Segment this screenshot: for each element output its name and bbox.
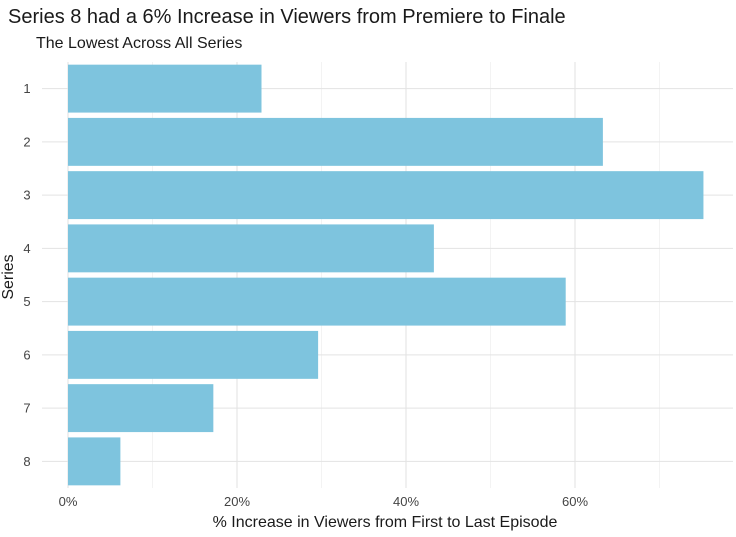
bar-series-8: [68, 437, 121, 486]
bar-series-6: [68, 330, 319, 379]
bar-series-7: [68, 384, 214, 433]
bar-series-5: [68, 277, 566, 326]
bars: [68, 64, 704, 486]
bar-series-1: [68, 64, 262, 113]
y-tick-label: 6: [23, 347, 30, 362]
y-tick-label: 4: [23, 241, 30, 256]
y-axis-title: Series: [0, 254, 17, 299]
bar-series-4: [68, 224, 434, 273]
y-tick-label: 3: [23, 188, 30, 203]
x-tick-label: 60%: [562, 494, 588, 509]
y-tick-label: 7: [23, 401, 30, 416]
y-tick-label: 5: [23, 294, 30, 309]
x-axis-ticks: 0% 20% 40% 60%: [59, 494, 589, 509]
chart-subtitle: The Lowest Across All Series: [36, 35, 243, 52]
y-axis-ticks: 1 2 3 4 5 6 7 8: [23, 81, 30, 469]
chart-title: Series 8 had a 6% Increase in Viewers fr…: [8, 6, 566, 28]
x-tick-label: 0%: [59, 494, 78, 509]
x-axis-title: % Increase in Viewers from First to Last…: [213, 514, 558, 531]
x-tick-label: 20%: [224, 494, 250, 509]
y-tick-label: 1: [23, 81, 30, 96]
y-tick-label: 2: [23, 134, 30, 149]
bar-series-3: [68, 171, 704, 220]
bar-series-2: [68, 117, 603, 166]
x-tick-label: 40%: [393, 494, 419, 509]
y-tick-label: 8: [23, 454, 30, 469]
